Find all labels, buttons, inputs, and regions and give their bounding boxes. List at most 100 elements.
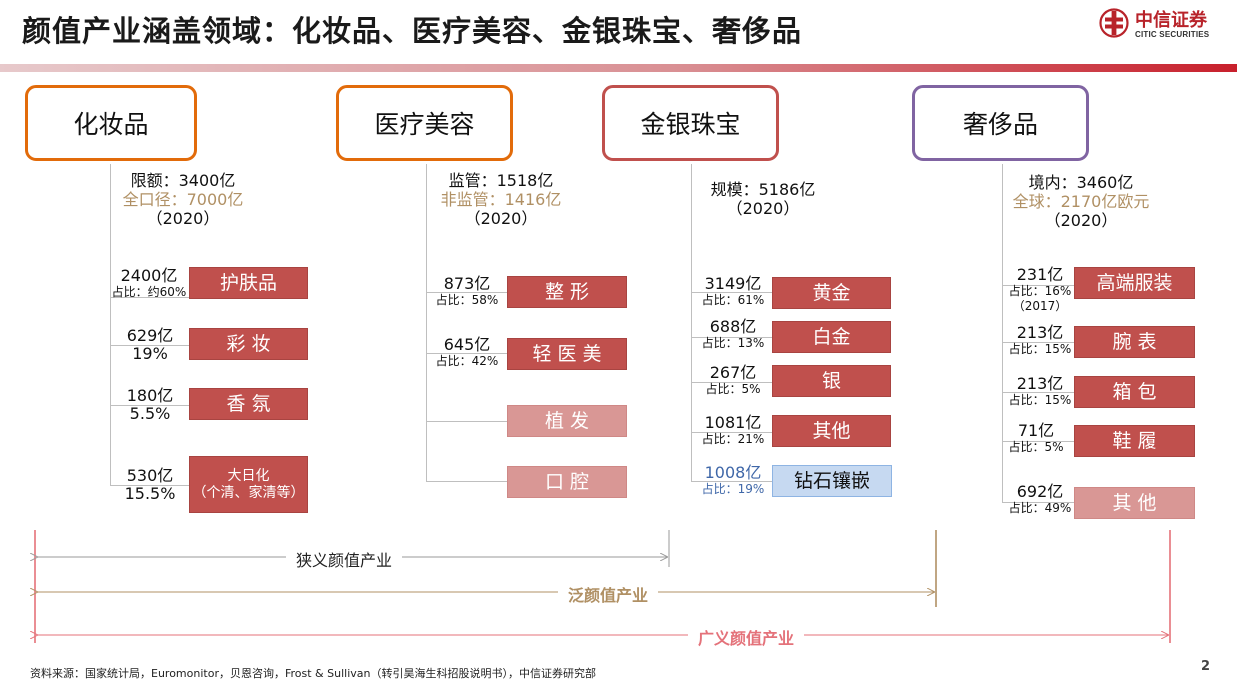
summary-medical-beauty: 监管：1518亿 非监管：1416亿 （2020） — [418, 171, 584, 228]
scope-label-pan: 泛颜值产业 — [558, 582, 659, 606]
item-value: 688亿 占比：13% — [696, 318, 770, 351]
item-share: 5.5% — [129, 404, 171, 423]
tag-bags: 箱 包 — [1074, 376, 1195, 408]
tree-branch — [1002, 392, 1075, 393]
category-luxury: 奢侈品 — [912, 85, 1089, 161]
tree-branch — [691, 382, 773, 383]
category-jewelry-label: 金银珠宝 — [640, 110, 741, 139]
citic-logo: 中信证券 CITIC SECURITIES — [1099, 6, 1229, 42]
category-medical-beauty-label: 医疗美容 — [374, 110, 475, 139]
item-value: 629亿 19% — [120, 327, 180, 363]
tree-branch — [110, 405, 190, 406]
item-share: 占比：49% — [1008, 501, 1072, 515]
tree-branch — [691, 432, 773, 433]
tree-branch — [426, 292, 508, 293]
tree-branch — [426, 481, 508, 482]
item-share: 占比：61% — [701, 293, 765, 307]
item-value: 213亿 占比：15% — [1004, 324, 1076, 357]
tag-high-end-apparel: 高端服装 — [1074, 267, 1195, 299]
tree-branch — [691, 481, 773, 482]
tag-plastic-surgery: 整 形 — [507, 276, 627, 308]
item-value: 1008亿 占比：19% — [696, 464, 770, 497]
item-share: 占比：5% — [1008, 440, 1064, 454]
item-value: 3149亿 占比：61% — [696, 275, 770, 308]
item-value: 231亿 占比：16% （2017） — [1004, 266, 1076, 314]
summary-line: （2020） — [464, 209, 538, 228]
tag-watches: 腕 表 — [1074, 326, 1195, 358]
tree-branch — [110, 297, 190, 298]
tree-branch — [426, 353, 508, 354]
category-luxury-label: 奢侈品 — [962, 110, 1038, 139]
tag-diamond-inlay: 钻石镶嵌 — [772, 465, 892, 497]
tree-trunk-cosmetics — [110, 164, 111, 486]
tree-branch — [110, 345, 190, 346]
tag-hair-transplant: 植 发 — [507, 405, 627, 437]
item-share: 15.5% — [124, 484, 176, 503]
item-value: 180亿 5.5% — [120, 387, 180, 423]
tag-light-aesthetics: 轻 医 美 — [507, 338, 627, 370]
item-value: 267亿 占比：5% — [696, 364, 770, 397]
tag-other-jewelry: 其他 — [772, 415, 891, 447]
tag-makeup: 彩 妆 — [189, 328, 308, 360]
category-medical-beauty: 医疗美容 — [336, 85, 513, 161]
item-share: 占比：15% — [1008, 393, 1072, 407]
page-title: 颜值产业涵盖领域：化妆品、医疗美容、金银珠宝、奢侈品 — [22, 14, 803, 48]
item-value: 645亿 占比：42% — [430, 336, 504, 369]
item-amount: 873亿 — [443, 274, 491, 293]
item-amount: 180亿 — [126, 386, 174, 405]
page-number: 2 — [1201, 659, 1211, 674]
summary-line: （2020） — [726, 199, 800, 218]
summary-line: 全口径：7000亿 — [122, 190, 244, 209]
item-amount: 71亿 — [1017, 421, 1055, 440]
tag-fragrance: 香 氛 — [189, 388, 308, 420]
tag-platinum: 白金 — [772, 321, 891, 353]
item-amount: 213亿 — [1016, 323, 1064, 342]
summary-line: 限额：3400亿 — [130, 171, 236, 190]
item-share: 占比：约60% — [111, 285, 187, 299]
tag-gold: 黄金 — [772, 277, 891, 309]
item-amount: 2400亿 — [120, 266, 178, 285]
item-amount: 688亿 — [709, 317, 757, 336]
tag-daily-chemicals: 大日化 （个清、家清等） — [189, 456, 308, 513]
item-amount: 231亿 — [1016, 265, 1064, 284]
item-value: 530亿 15.5% — [120, 467, 180, 503]
title-underline — [0, 64, 1237, 72]
tree-branch — [1002, 441, 1075, 442]
tree-trunk-jewelry — [691, 164, 692, 481]
tag-daily-chemicals-title: 大日化 — [227, 467, 270, 484]
logo-text-en: CITIC SECURITIES — [1135, 30, 1210, 39]
summary-line: 境内：3460亿 — [1028, 173, 1134, 192]
item-value: 2400亿 占比：约60% — [107, 267, 191, 300]
tree-trunk-luxury — [1002, 164, 1003, 503]
item-amount: 1081亿 — [704, 413, 762, 432]
item-note: （2017） — [1012, 299, 1068, 313]
tree-branch — [110, 485, 190, 486]
item-share: 占比：15% — [1008, 342, 1072, 356]
summary-line: 监管：1518亿 — [448, 171, 554, 190]
summary-line: （2020） — [146, 209, 220, 228]
item-value: 71亿 占比：5% — [1000, 422, 1072, 455]
tag-shoes: 鞋 履 — [1074, 425, 1195, 457]
summary-cosmetics: 限额：3400亿 全口径：7000亿 （2020） — [100, 171, 266, 228]
tree-branch — [1002, 285, 1075, 286]
scope-label-narrow: 狭义颜值产业 — [286, 547, 403, 571]
item-value: 692亿 占比：49% — [1004, 483, 1076, 516]
item-share: 占比：58% — [435, 293, 499, 307]
item-amount: 530亿 — [126, 466, 174, 485]
category-cosmetics: 化妆品 — [25, 85, 197, 161]
scope-label-broad: 广义颜值产业 — [688, 625, 805, 649]
item-share: 占比：5% — [705, 382, 761, 396]
item-amount: 3149亿 — [704, 274, 762, 293]
tag-skincare: 护肤品 — [189, 267, 308, 299]
item-amount: 629亿 — [126, 326, 174, 345]
summary-line: 全球：2170亿欧元 — [1012, 192, 1150, 211]
item-value: 213亿 占比：15% — [1004, 375, 1076, 408]
tree-branch — [1002, 342, 1075, 343]
item-amount: 267亿 — [709, 363, 757, 382]
tree-branch — [691, 337, 773, 338]
tag-silver: 银 — [772, 365, 891, 397]
summary-luxury: 境内：3460亿 全球：2170亿欧元 （2020） — [998, 173, 1164, 230]
tree-trunk-medical-beauty — [426, 164, 427, 482]
item-share: 占比：21% — [701, 432, 765, 446]
tree-branch — [1002, 502, 1075, 503]
